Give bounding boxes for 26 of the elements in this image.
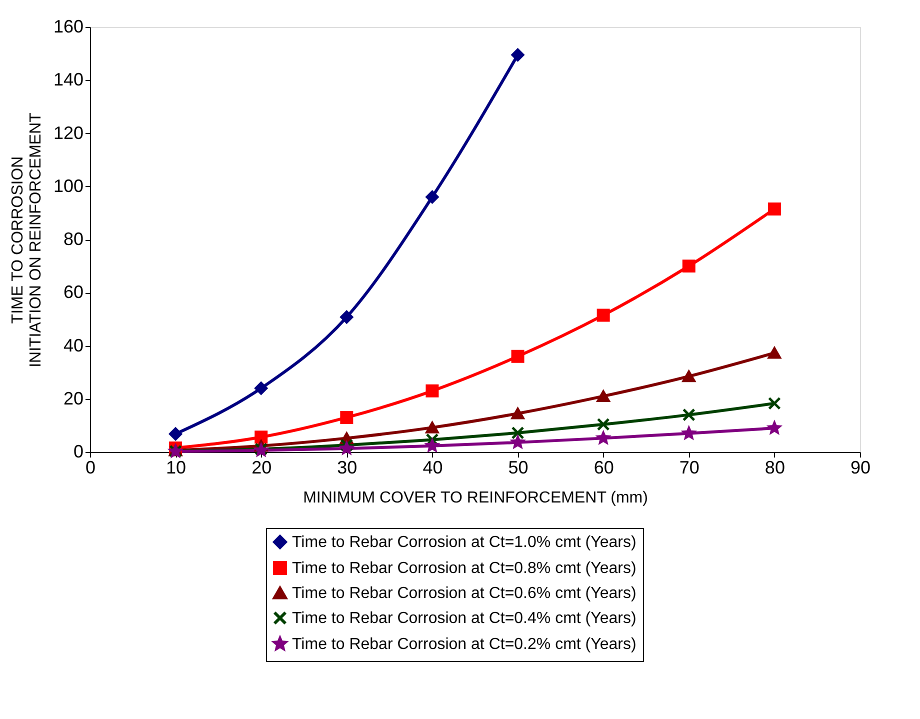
y-tick-label: 160 xyxy=(53,16,84,36)
y-tick-label: 80 xyxy=(63,229,84,249)
y-tick-label: 20 xyxy=(63,388,84,408)
x-tick-label: 60 xyxy=(594,458,614,478)
legend-label: Time to Rebar Corrosion at Ct=0.4% cmt (Years) xyxy=(292,610,636,627)
y-tick-label: 0 xyxy=(73,442,84,462)
x-tick-label: 30 xyxy=(337,458,358,478)
y-axis-title: TIME TO CORROSION INITIATION ON REINFORCEMENT xyxy=(9,112,44,368)
y-tick-label: 100 xyxy=(53,176,84,196)
x-tick-label: 10 xyxy=(166,458,186,478)
x-tick-label: 70 xyxy=(679,458,700,478)
x-tick-label: 20 xyxy=(252,458,272,478)
y-tick-label: 60 xyxy=(63,282,84,302)
x-tick-label: 0 xyxy=(85,458,96,478)
y-tick-label: 140 xyxy=(53,70,84,90)
x-tick-label: 90 xyxy=(850,458,871,478)
y-tick-label: 40 xyxy=(63,335,84,356)
x-tick-label: 40 xyxy=(422,458,443,478)
y-tick-label: 120 xyxy=(53,122,84,143)
legend-label: Time to Rebar Corrosion at Ct=0.2% cmt (Years) xyxy=(292,636,636,653)
x-axis-title: MINIMUM COVER TO REINFORCEMENT (mm) xyxy=(303,490,648,506)
legend-label: Time to Rebar Corrosion at Ct=0.6% cmt (Years) xyxy=(292,585,636,602)
legend-label: Time to Rebar Corrosion at Ct=1.0% cmt (Years) xyxy=(292,534,636,551)
x-tick-label: 80 xyxy=(764,458,785,478)
x-tick-label: 50 xyxy=(508,458,528,478)
legend-label: Time to Rebar Corrosion at Ct=0.8% cmt (Years) xyxy=(292,560,636,577)
